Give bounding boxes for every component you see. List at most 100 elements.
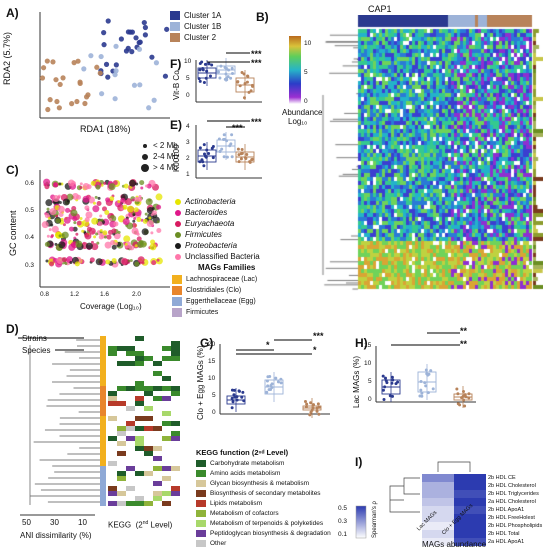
cluster-legend: Cluster 1A Cluster 1B Cluster 2 <box>170 10 221 43</box>
gc-point <box>134 244 138 248</box>
kegg-cell <box>135 336 144 341</box>
phylum-legend-item: Unclassified Bacteria <box>175 251 260 262</box>
rda-point <box>153 60 160 66</box>
panel-f-cluster-2-point <box>243 82 247 86</box>
gc-point <box>129 245 135 251</box>
panel-i-cell <box>454 522 486 530</box>
gc-point <box>111 228 117 234</box>
panel-f-cluster-1a-point <box>205 69 209 73</box>
panel-c-xlabel: Coverage (Log₁₀) <box>80 302 142 311</box>
kegg-cell <box>108 491 117 496</box>
family-strip-cell <box>100 436 106 441</box>
gc-point <box>110 240 116 246</box>
kegg-legend-label: Biosynthesis of secondary metabolites <box>210 489 321 497</box>
panel-i-colorbar <box>355 505 367 539</box>
kegg-cell <box>135 501 144 506</box>
panel-g-ytick: 15 <box>208 358 216 365</box>
panel-i-cell <box>422 514 454 522</box>
colorbar-tick: 10 <box>304 40 312 47</box>
panel-i-legend-tick: 0.5 <box>338 505 348 512</box>
gc-point <box>102 230 108 236</box>
family-strip-cell <box>100 446 106 451</box>
gc-point <box>50 223 54 227</box>
gc-point <box>73 221 77 225</box>
panel-label-h: H) <box>355 336 368 350</box>
gc-point <box>79 216 83 220</box>
kegg-cell <box>135 361 144 366</box>
kegg-legend-label: Lipids metabolism <box>210 499 263 507</box>
panel-i-cell <box>454 538 486 546</box>
gc-point <box>100 183 104 187</box>
gc-point <box>136 236 142 242</box>
size-legend-item: 2-4 Mb <box>140 151 178 162</box>
family-strip-cell <box>100 491 106 496</box>
panel-h-cluster-1a-point <box>383 376 387 380</box>
gc-point <box>134 261 140 267</box>
panel-h-cluster-1b-point <box>424 384 428 388</box>
kegg-legend-item: Lipids metabolism <box>196 498 331 508</box>
panel-f-cluster-2-point <box>249 89 253 93</box>
panel-g-cluster-1b-point <box>265 390 269 394</box>
rda-point <box>40 65 47 71</box>
panel-i-cell <box>454 482 486 490</box>
kegg-legend-item: Metabolism of cofactors <box>196 508 331 518</box>
kegg-cell <box>162 421 171 426</box>
kegg-cell <box>162 436 171 441</box>
panel-e-ytick: 4 <box>186 123 190 130</box>
panel-f-ytick: 5 <box>186 75 190 82</box>
kegg-cell <box>126 346 135 351</box>
panel-g-ytick: 10 <box>208 375 216 382</box>
panel-i-cell <box>454 514 486 522</box>
kegg-cell <box>135 496 144 501</box>
gc-point <box>132 219 136 223</box>
gc-point <box>137 196 143 202</box>
panel-h-cluster-1a-point <box>390 381 394 385</box>
gc-point <box>41 221 49 229</box>
panel-e-cluster-2-point <box>236 147 240 151</box>
panel-g-cluster-2-point <box>310 408 314 412</box>
gc-point <box>123 183 129 189</box>
panel-g-cluster-1a-point <box>241 390 245 394</box>
gc-point <box>64 261 68 265</box>
panel-e-cluster-1a-point <box>201 160 205 164</box>
panel-h-cluster-2-point <box>460 396 464 400</box>
panel-g-cluster-2-point <box>317 405 321 409</box>
family-strip-cell <box>100 361 106 366</box>
rda-point <box>123 48 130 54</box>
gc-point <box>103 235 107 239</box>
gc-point <box>150 239 156 245</box>
rda-point <box>129 49 135 55</box>
panel-i-row-label: 2b HDL CE <box>488 475 516 481</box>
rda-point <box>136 46 143 52</box>
panel-e-cluster-1a-point <box>202 143 206 147</box>
gc-point <box>46 234 50 238</box>
panel-f-cluster-1a-point <box>197 77 201 81</box>
rda-point <box>82 100 88 107</box>
family-strip-cell <box>100 336 106 341</box>
family-strip-cell <box>100 376 106 381</box>
panel-e-cluster-1a-point <box>211 156 215 160</box>
panel-c-ytick: 0.5 <box>25 207 35 214</box>
kegg-legend-label: Peptidoglycan biosynthesis & degradation <box>210 529 331 537</box>
gc-point <box>54 242 58 246</box>
gc-point <box>122 218 130 226</box>
kegg-cell <box>171 486 180 491</box>
kegg-swatch <box>196 469 206 477</box>
gc-point <box>76 194 82 200</box>
gc-point <box>43 178 51 186</box>
colorbar-label-unit: Log₁₀ <box>288 117 308 126</box>
panel-f-cluster-1a-point <box>208 74 212 78</box>
gc-point <box>105 259 111 265</box>
cluster-1a-swatch <box>170 11 180 20</box>
panel-g-ytick: 20 <box>208 341 216 348</box>
panel-f-cluster-2-point <box>247 90 251 94</box>
gc-point <box>104 241 112 249</box>
gc-point <box>146 220 154 228</box>
kegg-legend-label: Glycan biosynthesis & metabolism <box>210 479 309 487</box>
panel-i-cell <box>422 490 454 498</box>
panel-f-cluster-1a-point <box>198 68 202 72</box>
panel-h-ytick: 0 <box>368 396 372 403</box>
gc-point <box>139 180 145 186</box>
